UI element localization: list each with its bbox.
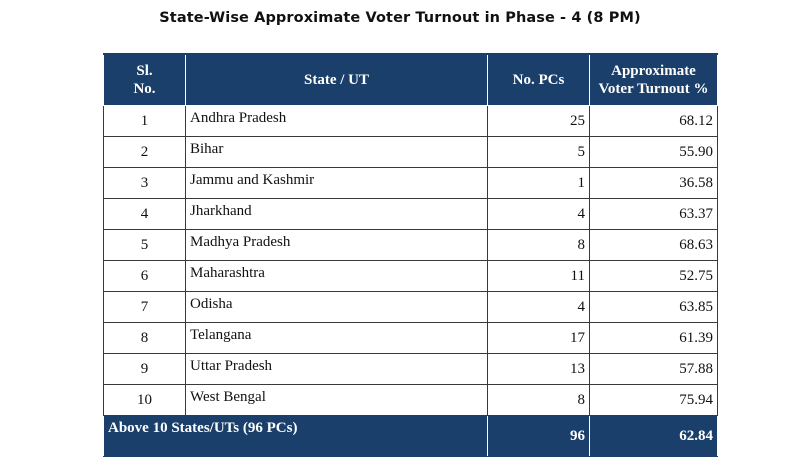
cell-pcs: 4	[487, 198, 590, 230]
cell-turnout: 57.88	[589, 353, 718, 385]
cell-state: Madhya Pradesh	[185, 229, 488, 261]
cell-turnout: 63.37	[589, 198, 718, 230]
header-sl-line1: Sl.	[136, 63, 153, 79]
table-row: 2 Bihar 5 55.90	[103, 136, 718, 168]
table-row: 7 Odisha 4 63.85	[103, 291, 718, 323]
cell-state: Andhra Pradesh	[185, 105, 488, 137]
table-row: 6 Maharashtra 11 52.75	[103, 260, 718, 292]
table-row: 1 Andhra Pradesh 25 68.12	[103, 105, 718, 137]
page-title: State-Wise Approximate Voter Turnout in …	[159, 10, 641, 26]
total-pcs: 96	[487, 415, 590, 457]
table-row: 4 Jharkhand 4 63.37	[103, 198, 718, 230]
cell-pcs: 5	[487, 136, 590, 168]
table-row: 9 Uttar Pradesh 13 57.88	[103, 353, 718, 385]
table-row: 8 Telangana 17 61.39	[103, 322, 718, 354]
cell-sl-no: 10	[103, 384, 186, 416]
cell-sl-no: 2	[103, 136, 186, 168]
cell-turnout: 61.39	[589, 322, 718, 354]
cell-state: Jammu and Kashmir	[185, 167, 488, 199]
cell-state: West Bengal	[185, 384, 488, 416]
cell-pcs: 25	[487, 105, 590, 137]
cell-sl-no: 9	[103, 353, 186, 385]
header-state: State / UT	[185, 53, 488, 106]
table-header-row: Sl. No. State / UT No. PCs Approximate V…	[103, 53, 718, 106]
cell-turnout: 55.90	[589, 136, 718, 168]
cell-sl-no: 5	[103, 229, 186, 261]
cell-sl-no: 6	[103, 260, 186, 292]
cell-turnout: 68.63	[589, 229, 718, 261]
cell-sl-no: 3	[103, 167, 186, 199]
table-row: 5 Madhya Pradesh 8 68.63	[103, 229, 718, 261]
cell-pcs: 17	[487, 322, 590, 354]
total-label: Above 10 States/UTs (96 PCs)	[103, 415, 488, 457]
header-turnout-line1: Approximate	[611, 63, 696, 79]
cell-turnout: 52.75	[589, 260, 718, 292]
table-row: 3 Jammu and Kashmir 1 36.58	[103, 167, 718, 199]
cell-state: Uttar Pradesh	[185, 353, 488, 385]
header-turnout-line2: Voter Turnout %	[598, 81, 709, 97]
total-turnout: 62.84	[589, 415, 718, 457]
header-sl-line2: No.	[133, 81, 156, 97]
cell-turnout: 36.58	[589, 167, 718, 199]
cell-turnout: 63.85	[589, 291, 718, 323]
cell-sl-no: 1	[103, 105, 186, 137]
cell-pcs: 1	[487, 167, 590, 199]
header-sl-no: Sl. No.	[103, 53, 186, 106]
cell-turnout: 68.12	[589, 105, 718, 137]
table-total-row: Above 10 States/UTs (96 PCs) 96 62.84	[103, 415, 718, 457]
cell-turnout: 75.94	[589, 384, 718, 416]
cell-pcs: 4	[487, 291, 590, 323]
cell-state: Jharkhand	[185, 198, 488, 230]
table-row: 10 West Bengal 8 75.94	[103, 384, 718, 416]
cell-pcs: 8	[487, 229, 590, 261]
cell-sl-no: 8	[103, 322, 186, 354]
cell-pcs: 11	[487, 260, 590, 292]
cell-state: Odisha	[185, 291, 488, 323]
header-pcs: No. PCs	[487, 53, 590, 106]
cell-pcs: 13	[487, 353, 590, 385]
turnout-table: Sl. No. State / UT No. PCs Approximate V…	[103, 53, 718, 457]
cell-sl-no: 7	[103, 291, 186, 323]
cell-state: Bihar	[185, 136, 488, 168]
cell-sl-no: 4	[103, 198, 186, 230]
cell-state: Telangana	[185, 322, 488, 354]
cell-state: Maharashtra	[185, 260, 488, 292]
header-turnout: Approximate Voter Turnout %	[589, 53, 718, 106]
cell-pcs: 8	[487, 384, 590, 416]
